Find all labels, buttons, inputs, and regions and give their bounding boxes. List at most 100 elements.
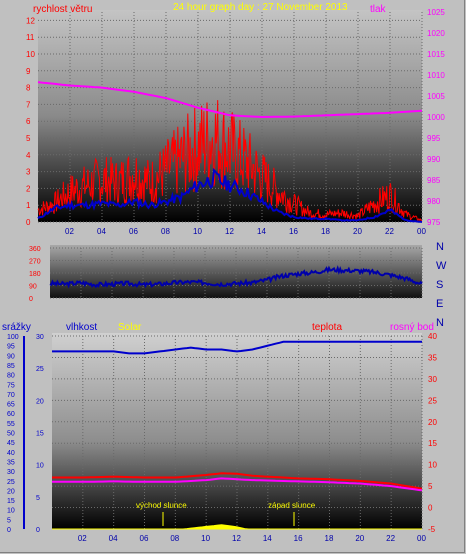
rain-tick-label: 25 bbox=[7, 479, 15, 486]
humidity-axis-label: vlhkost bbox=[66, 322, 97, 333]
wind-axis-label: rychlost větru bbox=[33, 4, 92, 15]
rain-tick-label: 75 bbox=[7, 382, 15, 389]
x-tick-label: 00 bbox=[417, 227, 426, 236]
y-tick-label: 7 bbox=[26, 100, 31, 109]
solar-tick-label: 20 bbox=[36, 398, 44, 405]
y-right-tick-label: 5 bbox=[428, 482, 433, 491]
dew-point-series bbox=[52, 477, 423, 492]
x-tick-label: 12 bbox=[232, 534, 241, 543]
y-tick-label: 90 bbox=[29, 284, 37, 291]
y-right-tick-label: 1005 bbox=[427, 92, 445, 101]
rain-tick-label: 45 bbox=[7, 440, 15, 447]
temperature-series bbox=[52, 472, 423, 490]
x-tick-label: 16 bbox=[289, 227, 298, 236]
rain-tick-label: 85 bbox=[7, 363, 15, 370]
wind-direction-series bbox=[49, 265, 423, 289]
x-tick-label: 06 bbox=[140, 534, 149, 543]
y-tick-label: 360 bbox=[29, 246, 41, 253]
compass-label: W bbox=[436, 260, 447, 272]
x-tick-label: 02 bbox=[65, 227, 74, 236]
y-tick-label: 4 bbox=[26, 151, 31, 160]
rain-tick-label: 5 bbox=[7, 517, 11, 524]
x-tick-label: 00 bbox=[417, 534, 426, 543]
x-tick-label: 02 bbox=[78, 534, 87, 543]
x-tick-label: 10 bbox=[193, 227, 202, 236]
rain-tick-label: 55 bbox=[7, 421, 15, 428]
rain-tick-label: 60 bbox=[7, 411, 15, 418]
y-right-tick-label: 15 bbox=[428, 439, 437, 448]
x-tick-label: 20 bbox=[355, 534, 364, 543]
compass-label: E bbox=[436, 298, 443, 310]
solar-series bbox=[52, 524, 422, 530]
solar-axis-label: Solar bbox=[118, 322, 142, 333]
x-tick-label: 04 bbox=[97, 227, 106, 236]
solar-tick-label: 15 bbox=[36, 431, 44, 438]
y-tick-label: 0 bbox=[29, 296, 33, 303]
temperature-panel bbox=[52, 333, 422, 529]
x-tick-label: 14 bbox=[257, 227, 266, 236]
rain-tick-label: 40 bbox=[7, 450, 15, 457]
y-tick-label: 9 bbox=[26, 67, 31, 76]
x-tick-label: 22 bbox=[385, 227, 394, 236]
y-right-tick-label: 995 bbox=[427, 134, 441, 143]
solar-tick-label: 10 bbox=[36, 463, 44, 470]
y-right-tick-label: 975 bbox=[427, 218, 441, 227]
solar-tick-label: 5 bbox=[36, 495, 40, 502]
sunset-label: západ slunce bbox=[268, 501, 316, 510]
y-tick-label: 12 bbox=[26, 16, 35, 25]
rain-tick-label: 90 bbox=[7, 353, 15, 360]
y-tick-label: 180 bbox=[29, 271, 41, 278]
compass-label: N bbox=[436, 317, 444, 329]
y-tick-label: 3 bbox=[26, 168, 31, 177]
rain-tick-label: 100 bbox=[7, 334, 19, 341]
x-tick-label: 04 bbox=[109, 534, 118, 543]
y-tick-label: 270 bbox=[29, 259, 41, 266]
x-tick-label: 08 bbox=[161, 227, 170, 236]
rain-tick-label: 15 bbox=[7, 498, 15, 505]
pressure-series bbox=[37, 81, 423, 119]
x-tick-label: 22 bbox=[386, 534, 395, 543]
chart-title: 24 hour graph day : 27 November 2013 bbox=[173, 2, 348, 13]
compass-label: S bbox=[436, 279, 443, 291]
y-tick-label: 11 bbox=[26, 33, 35, 42]
solar-tick-label: 25 bbox=[36, 366, 44, 373]
y-tick-label: 2 bbox=[26, 184, 31, 193]
rain-tick-label: 10 bbox=[7, 508, 15, 515]
temperature-axis-label: teplota bbox=[312, 322, 342, 333]
x-tick-label: 18 bbox=[325, 534, 334, 543]
y-right-tick-label: 0 bbox=[428, 504, 433, 513]
y-right-tick-label: 1000 bbox=[427, 113, 445, 122]
y-tick-label: 5 bbox=[26, 134, 31, 143]
y-tick-label: 10 bbox=[26, 50, 35, 59]
y-tick-label: 8 bbox=[26, 84, 31, 93]
humidity-series bbox=[52, 340, 422, 355]
sunrise-label: východ slunce bbox=[136, 501, 187, 510]
solar-tick-label: 30 bbox=[36, 334, 44, 341]
y-right-tick-label: 980 bbox=[427, 197, 441, 206]
y-right-tick-label: 1025 bbox=[427, 8, 445, 17]
y-right-tick-label: 1010 bbox=[427, 71, 445, 80]
rain-tick-label: 95 bbox=[7, 344, 15, 351]
y-tick-label: 6 bbox=[26, 117, 31, 126]
y-right-tick-label: -5 bbox=[428, 525, 436, 534]
x-tick-label: 10 bbox=[201, 534, 210, 543]
x-tick-label: 18 bbox=[321, 227, 330, 236]
x-tick-label: 16 bbox=[294, 534, 303, 543]
dew-point-axis-label: rosný bod bbox=[390, 322, 434, 333]
x-tick-label: 08 bbox=[170, 534, 179, 543]
y-right-tick-label: 30 bbox=[428, 375, 437, 384]
y-right-tick-label: 20 bbox=[428, 418, 437, 427]
rain-tick-label: 65 bbox=[7, 402, 15, 409]
rain-tick-label: 70 bbox=[7, 392, 15, 399]
y-right-tick-label: 25 bbox=[428, 396, 437, 405]
solar-tick-label: 0 bbox=[36, 527, 40, 534]
y-right-tick-label: 40 bbox=[428, 332, 437, 341]
rain-tick-label: 35 bbox=[7, 459, 15, 466]
y-right-tick-label: 35 bbox=[428, 353, 437, 362]
pressure-axis-label: tlak bbox=[370, 4, 387, 15]
y-right-tick-label: 10 bbox=[428, 461, 437, 470]
x-tick-label: 12 bbox=[225, 227, 234, 236]
rain-tick-label: 20 bbox=[7, 488, 15, 495]
x-tick-label: 14 bbox=[263, 534, 272, 543]
